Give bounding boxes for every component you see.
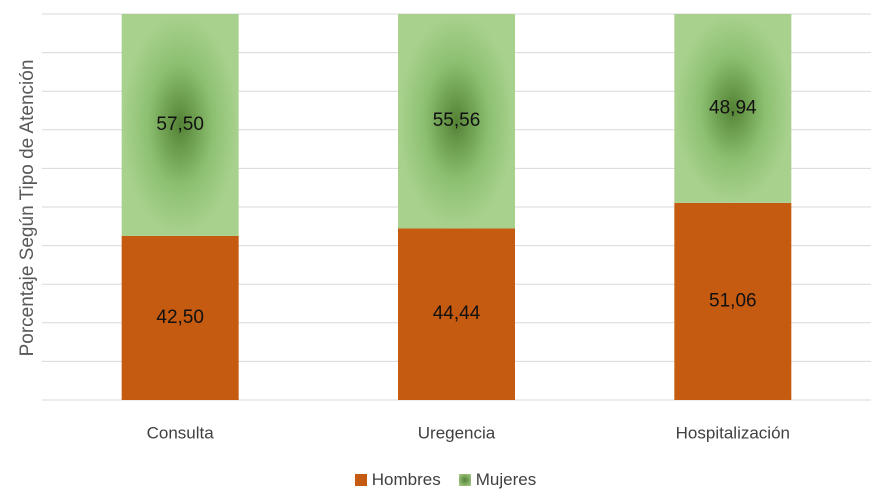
y-axis-title: Porcentaje Según Tipo de Atención bbox=[17, 60, 38, 357]
data-label-hombres-0: 42,50 bbox=[156, 307, 204, 328]
legend-item-mujeres: Mujeres bbox=[458, 470, 537, 490]
x-tick-label: Hospitalización bbox=[676, 423, 790, 442]
bars-group bbox=[121, 14, 792, 400]
data-label-hombres-2: 51,06 bbox=[709, 290, 757, 311]
legend: Hombres Mujeres bbox=[0, 470, 891, 490]
bar-mujeres-2 bbox=[674, 14, 792, 203]
legend-label-mujeres: Mujeres bbox=[475, 470, 537, 489]
x-tick-labels: Consulta Uregencia Hospitalización bbox=[147, 423, 790, 442]
data-labels-group: 42,50 57,50 44,44 55,56 51,06 48,94 bbox=[156, 97, 757, 328]
data-label-mujeres-2: 48,94 bbox=[709, 97, 757, 118]
data-label-hombres-1: 44,44 bbox=[433, 303, 481, 324]
x-tick-label: Consulta bbox=[147, 423, 215, 442]
bar-hombres-2 bbox=[674, 202, 792, 400]
bar-hombres-0 bbox=[121, 235, 239, 400]
legend-label-hombres: Hombres bbox=[371, 470, 441, 489]
bar-mujeres-1 bbox=[398, 14, 515, 229]
bar-mujeres-0 bbox=[121, 14, 239, 236]
data-label-mujeres-1: 55,56 bbox=[433, 110, 481, 131]
bar-hombres-1 bbox=[398, 228, 515, 400]
legend-item-hombres: Hombres bbox=[354, 470, 441, 490]
legend-swatch-mujeres bbox=[458, 474, 471, 486]
stacked-bar-chart: 42,50 57,50 44,44 55,56 51,06 48,94 Consulta U… bbox=[17, 13, 871, 442]
x-tick-label: Uregencia bbox=[418, 423, 496, 442]
legend-swatch-hombres bbox=[354, 474, 367, 486]
data-label-mujeres-0: 57,50 bbox=[156, 114, 204, 135]
